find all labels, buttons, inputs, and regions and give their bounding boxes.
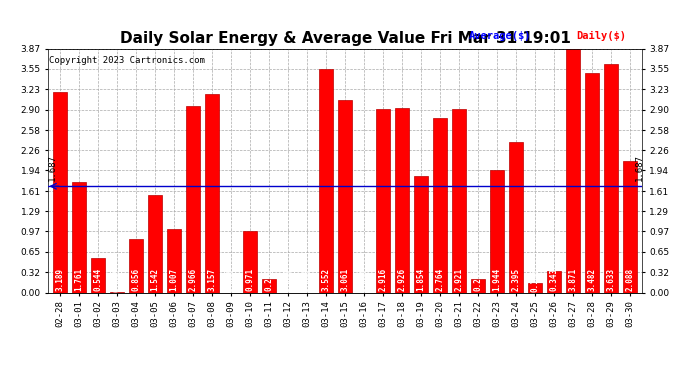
Bar <box>52 92 67 292</box>
Bar <box>72 182 86 292</box>
Text: 0.002: 0.002 <box>112 269 121 292</box>
Title: Daily Solar Energy & Average Value Fri Mar 31 19:01: Daily Solar Energy & Average Value Fri M… <box>119 31 571 46</box>
Bar <box>566 49 580 292</box>
Text: 3.061: 3.061 <box>340 268 350 291</box>
Text: 2.764: 2.764 <box>435 268 444 291</box>
Text: 0.146: 0.146 <box>531 269 540 292</box>
Bar <box>452 108 466 292</box>
Bar <box>395 108 409 292</box>
Text: 0.210: 0.210 <box>264 268 273 291</box>
Text: 0.000: 0.000 <box>284 269 293 292</box>
Bar <box>205 94 219 292</box>
Text: 2.088: 2.088 <box>626 268 635 291</box>
Text: 1.687: 1.687 <box>635 154 644 181</box>
Text: 1.687: 1.687 <box>48 154 57 181</box>
Text: 0.000: 0.000 <box>359 269 368 292</box>
Bar <box>128 238 143 292</box>
Text: 0.000: 0.000 <box>226 269 235 292</box>
Text: Copyright 2023 Cartronics.com: Copyright 2023 Cartronics.com <box>49 56 205 65</box>
Bar <box>604 64 618 292</box>
Bar <box>167 229 181 292</box>
Text: Average($): Average($) <box>469 32 532 41</box>
Bar <box>433 118 447 292</box>
Bar <box>528 283 542 292</box>
Text: 2.926: 2.926 <box>397 268 406 291</box>
Bar <box>148 195 162 292</box>
Bar <box>186 106 200 292</box>
Text: 2.966: 2.966 <box>188 268 197 291</box>
Text: 0.544: 0.544 <box>93 268 102 291</box>
Text: 3.871: 3.871 <box>569 268 578 291</box>
Bar <box>414 176 428 292</box>
Text: 3.157: 3.157 <box>208 268 217 291</box>
Bar <box>547 271 562 292</box>
Bar <box>490 170 504 292</box>
Bar <box>471 279 485 292</box>
Text: 0.212: 0.212 <box>473 268 482 291</box>
Text: 1.854: 1.854 <box>417 268 426 291</box>
Bar <box>509 142 523 292</box>
Text: 2.921: 2.921 <box>455 268 464 291</box>
Text: 1.542: 1.542 <box>150 268 159 291</box>
Text: 3.482: 3.482 <box>588 268 597 291</box>
Text: 3.189: 3.189 <box>55 268 64 291</box>
Bar <box>585 73 600 292</box>
Bar <box>262 279 276 292</box>
Text: 0.343: 0.343 <box>550 268 559 291</box>
Bar <box>376 109 390 292</box>
Text: 0.856: 0.856 <box>131 268 140 291</box>
Bar <box>623 161 638 292</box>
Text: 3.552: 3.552 <box>322 268 331 291</box>
Text: 3.633: 3.633 <box>607 268 615 291</box>
Text: Daily($): Daily($) <box>576 32 626 41</box>
Bar <box>243 231 257 292</box>
Text: 0.000: 0.000 <box>302 269 311 292</box>
Text: 2.395: 2.395 <box>512 268 521 291</box>
Bar <box>319 69 333 292</box>
Text: 1.007: 1.007 <box>169 268 178 291</box>
Text: 0.971: 0.971 <box>246 268 255 291</box>
Text: 2.916: 2.916 <box>379 268 388 291</box>
Bar <box>338 100 352 292</box>
Text: 1.761: 1.761 <box>75 268 83 291</box>
Text: 1.944: 1.944 <box>493 268 502 291</box>
Bar <box>90 258 105 292</box>
